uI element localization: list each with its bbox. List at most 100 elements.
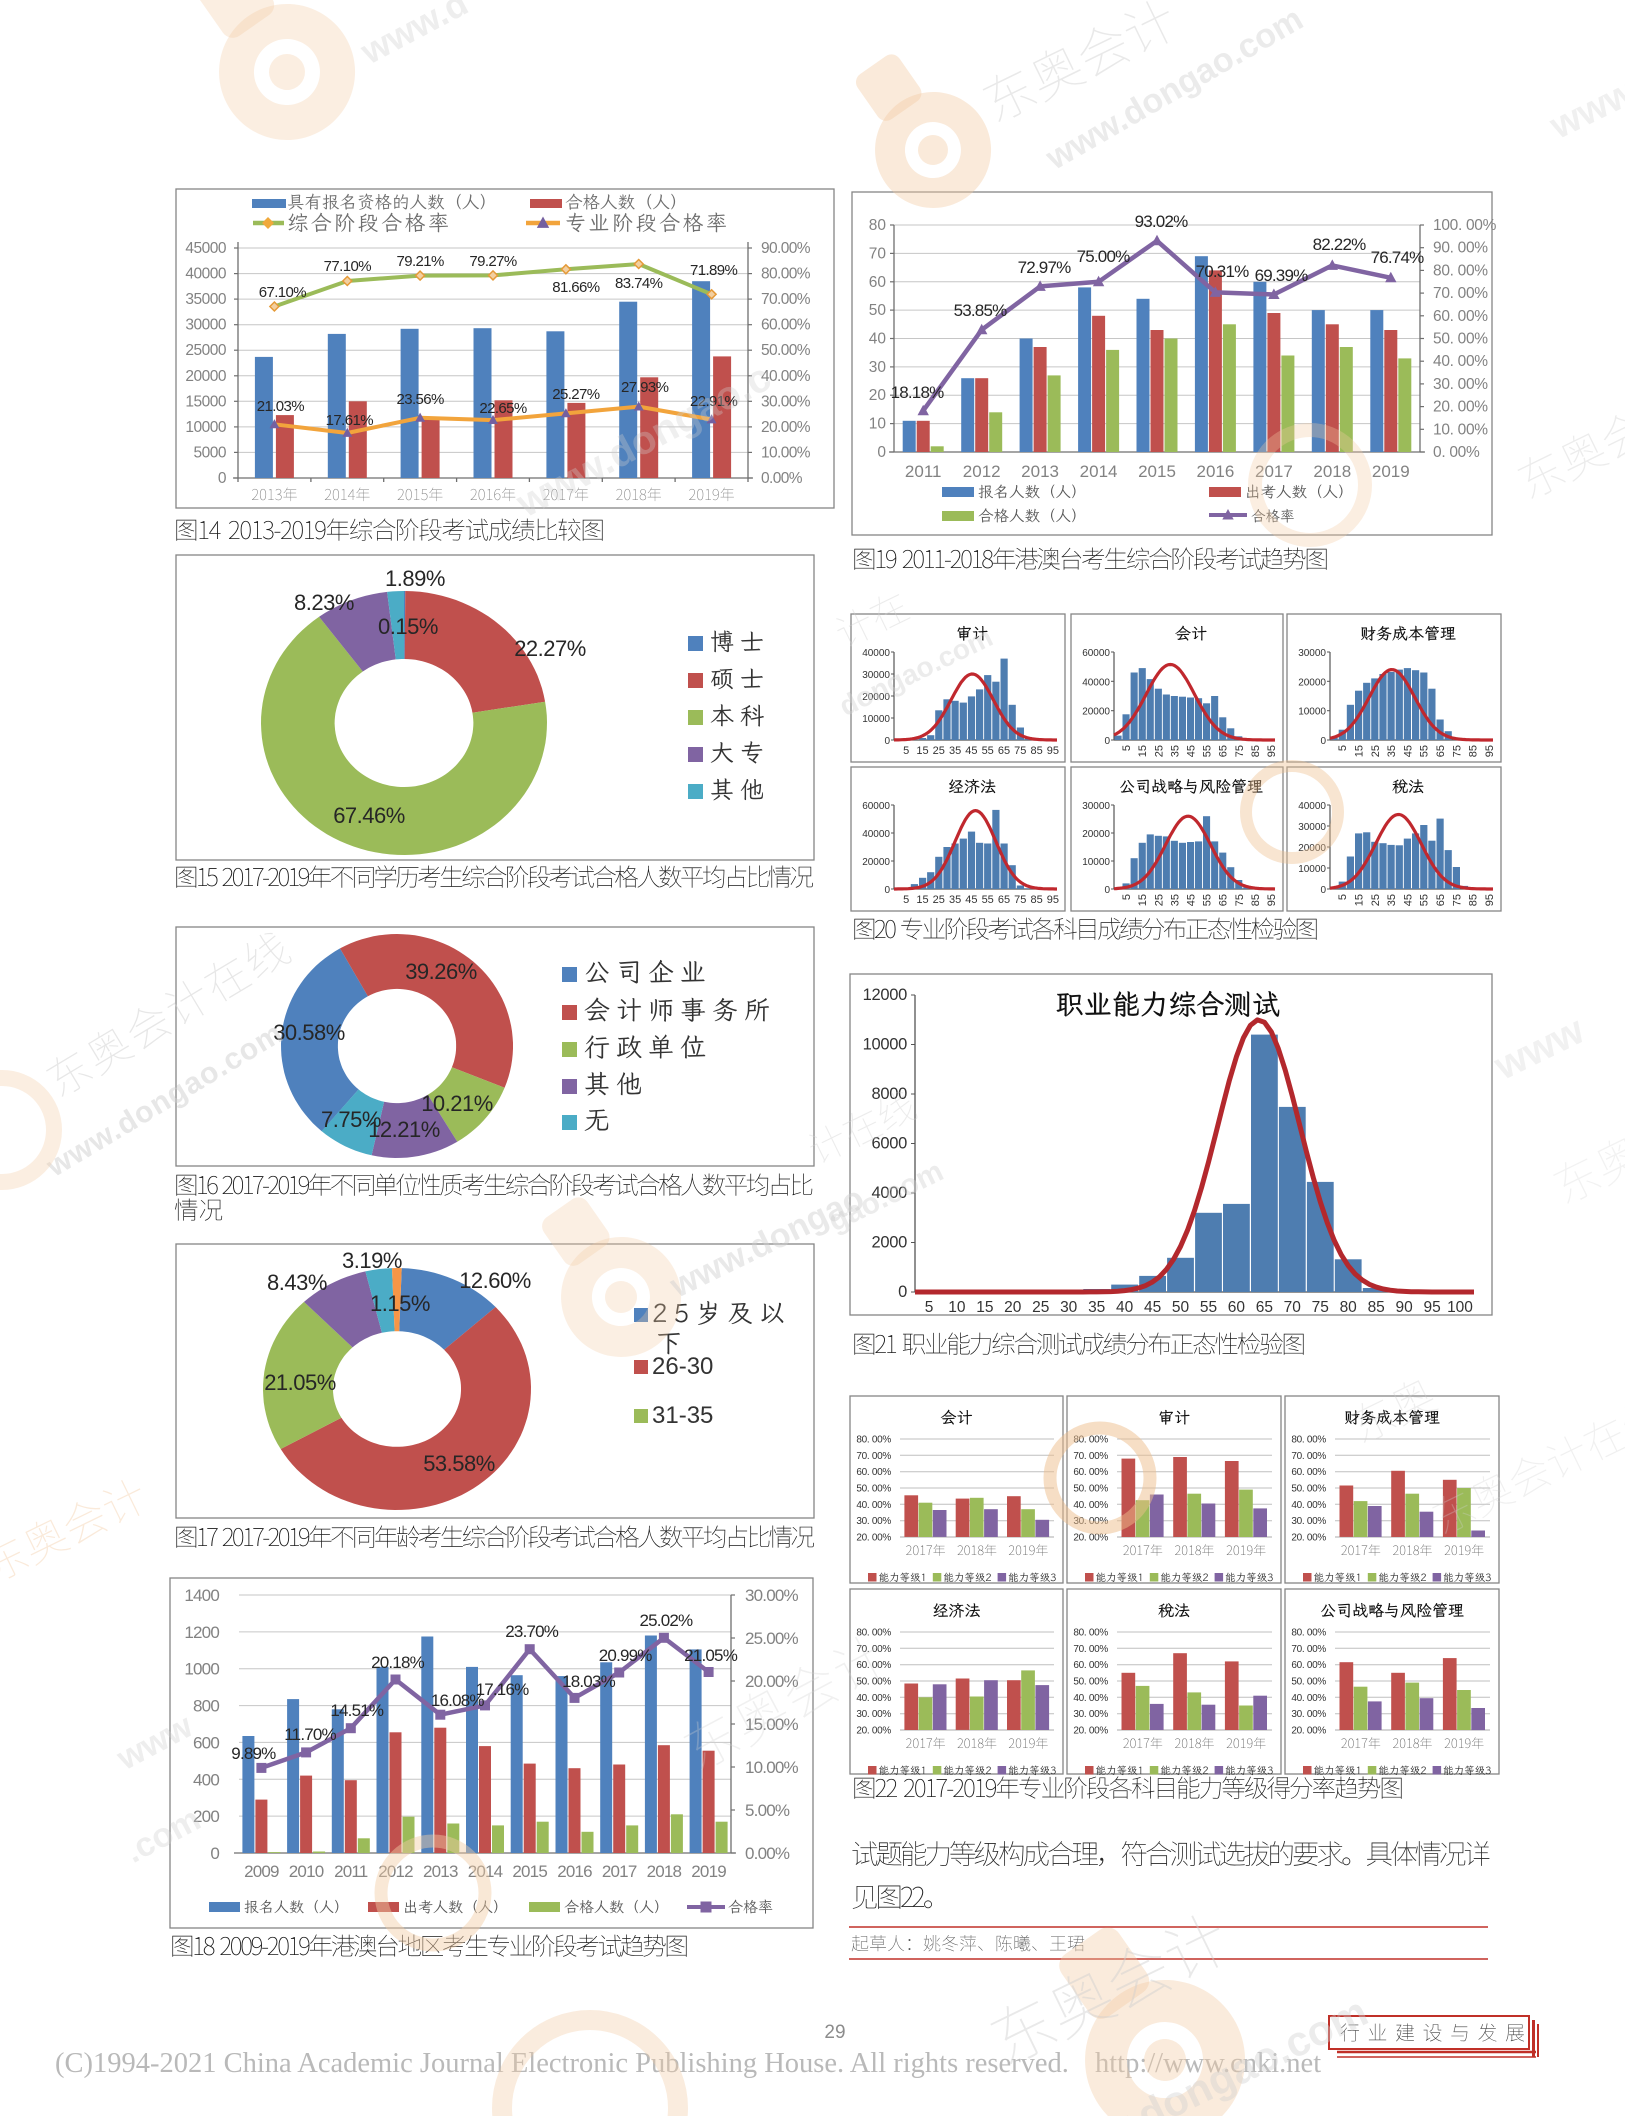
svg-text:65: 65 [998, 894, 1010, 906]
svg-text:20. 00%: 20. 00% [1291, 1533, 1326, 1544]
svg-text:45: 45 [965, 894, 977, 906]
svg-text:2019: 2019 [1372, 462, 1410, 481]
svg-text:80. 00%: 80. 00% [1073, 1628, 1108, 1639]
svg-text:40. 00%: 40. 00% [1073, 1500, 1108, 1511]
svg-text:21.03%: 21.03% [257, 398, 305, 415]
svg-text:www: www [1543, 71, 1625, 148]
svg-text:0.00%: 0.00% [745, 1844, 790, 1863]
svg-text:20. 00%: 20. 00% [856, 1533, 891, 1544]
svg-text:25: 25 [1032, 1299, 1049, 1316]
svg-text:18.18%: 18.18% [891, 383, 945, 402]
svg-text:70. 00%: 70. 00% [1073, 1451, 1108, 1462]
svg-text:80: 80 [1340, 1299, 1358, 1316]
svg-text:5: 5 [903, 745, 909, 757]
svg-text:2019: 2019 [691, 1862, 726, 1881]
svg-text:9.89%: 9.89% [231, 1744, 276, 1763]
svg-text:1.15%: 1.15% [370, 1291, 430, 1316]
svg-text:3.19%: 3.19% [342, 1248, 402, 1273]
svg-text:60: 60 [1228, 1299, 1246, 1316]
svg-text:65: 65 [1256, 1299, 1273, 1316]
svg-text:35: 35 [949, 745, 961, 757]
svg-text:30. 00%: 30. 00% [856, 1516, 891, 1527]
svg-text:22.65%: 22.65% [479, 400, 527, 417]
svg-text:45: 45 [1186, 894, 1198, 906]
svg-text:20.99%: 20.99% [599, 1646, 653, 1665]
svg-text:12.60%: 12.60% [459, 1268, 531, 1293]
svg-text:45000: 45000 [185, 240, 226, 257]
svg-text:55: 55 [982, 894, 994, 906]
svg-text:45: 45 [1402, 745, 1414, 757]
svg-text:10: 10 [948, 1299, 966, 1316]
svg-text:0. 00%: 0. 00% [1433, 444, 1480, 461]
svg-text:0: 0 [218, 470, 227, 487]
svg-text:40000: 40000 [862, 648, 890, 659]
svg-text:71.89%: 71.89% [690, 262, 738, 279]
svg-text:85: 85 [1250, 745, 1262, 757]
svg-text:67.10%: 67.10% [259, 284, 307, 301]
svg-text:10000: 10000 [185, 419, 226, 436]
svg-text:25: 25 [1370, 894, 1382, 906]
svg-text:70. 00%: 70. 00% [1433, 285, 1488, 302]
svg-text:30. 00%: 30. 00% [1073, 1709, 1108, 1720]
svg-text:67.46%: 67.46% [333, 803, 405, 828]
svg-text:2016: 2016 [1196, 462, 1234, 481]
svg-text:95: 95 [1484, 745, 1496, 757]
svg-text:2012: 2012 [963, 462, 1001, 481]
svg-text:26-30: 26-30 [652, 1353, 713, 1380]
svg-text:40. 00%: 40. 00% [1433, 353, 1488, 370]
svg-text:72.97%: 72.97% [1018, 258, 1072, 277]
svg-text:0: 0 [884, 736, 890, 747]
svg-text:77.10%: 77.10% [324, 258, 372, 275]
svg-text:30000: 30000 [1082, 801, 1110, 812]
svg-text:30: 30 [869, 359, 887, 376]
svg-text:75: 75 [1014, 745, 1026, 757]
svg-text:0: 0 [1320, 885, 1326, 896]
svg-text:35: 35 [1386, 745, 1398, 757]
svg-text:65: 65 [1218, 745, 1230, 757]
svg-text:20. 00%: 20. 00% [1291, 1726, 1326, 1737]
svg-text:25.27%: 25.27% [552, 386, 600, 403]
svg-text:2018: 2018 [1313, 462, 1351, 481]
svg-text:40000: 40000 [862, 829, 890, 840]
svg-text:30000: 30000 [1298, 648, 1326, 659]
svg-text:7.75%: 7.75% [321, 1107, 381, 1132]
svg-text:35: 35 [1169, 745, 1181, 757]
svg-text:21.05%: 21.05% [264, 1370, 336, 1395]
svg-text:10000: 10000 [863, 1036, 908, 1054]
svg-text:25: 25 [1153, 745, 1165, 757]
svg-text:70. 00%: 70. 00% [1291, 1644, 1326, 1655]
svg-text:60. 00%: 60. 00% [1073, 1467, 1108, 1478]
svg-text:800: 800 [193, 1697, 219, 1716]
svg-text:65: 65 [1435, 745, 1447, 757]
svg-text:90.00%: 90.00% [761, 240, 811, 257]
svg-text:95: 95 [1266, 745, 1278, 757]
svg-text:53.58%: 53.58% [423, 1451, 495, 1476]
svg-text:27.93%: 27.93% [621, 379, 669, 396]
svg-text:50. 00%: 50. 00% [1433, 331, 1488, 348]
svg-text:21.05%: 21.05% [684, 1646, 738, 1665]
svg-text:8.23%: 8.23% [294, 590, 354, 615]
svg-text:70: 70 [1284, 1299, 1302, 1316]
svg-text:2015: 2015 [1138, 462, 1176, 481]
svg-text:50. 00%: 50. 00% [1291, 1484, 1326, 1495]
svg-text:23.56%: 23.56% [396, 391, 444, 408]
svg-text:60. 00%: 60. 00% [1291, 1467, 1326, 1478]
svg-text:85: 85 [1250, 894, 1262, 906]
svg-text:80. 00%: 80. 00% [856, 1435, 891, 1446]
svg-text:80. 00%: 80. 00% [856, 1628, 891, 1639]
svg-text:50.00%: 50.00% [761, 342, 811, 359]
svg-text:40. 00%: 40. 00% [856, 1500, 891, 1511]
svg-text:45: 45 [965, 745, 977, 757]
svg-text:85: 85 [1030, 894, 1042, 906]
svg-text:75: 75 [1234, 745, 1246, 757]
svg-text:60. 00%: 60. 00% [1291, 1660, 1326, 1671]
svg-text:79.27%: 79.27% [469, 253, 517, 270]
svg-text:23.70%: 23.70% [505, 1622, 559, 1641]
svg-text:20. 00%: 20. 00% [856, 1726, 891, 1737]
svg-text:55: 55 [1419, 745, 1431, 757]
svg-text:60000: 60000 [862, 801, 890, 812]
svg-text:81.66%: 81.66% [552, 279, 600, 296]
svg-text:0.00%: 0.00% [761, 470, 803, 487]
svg-text:100: 100 [1447, 1299, 1473, 1316]
svg-text:50. 00%: 50. 00% [1291, 1677, 1326, 1688]
